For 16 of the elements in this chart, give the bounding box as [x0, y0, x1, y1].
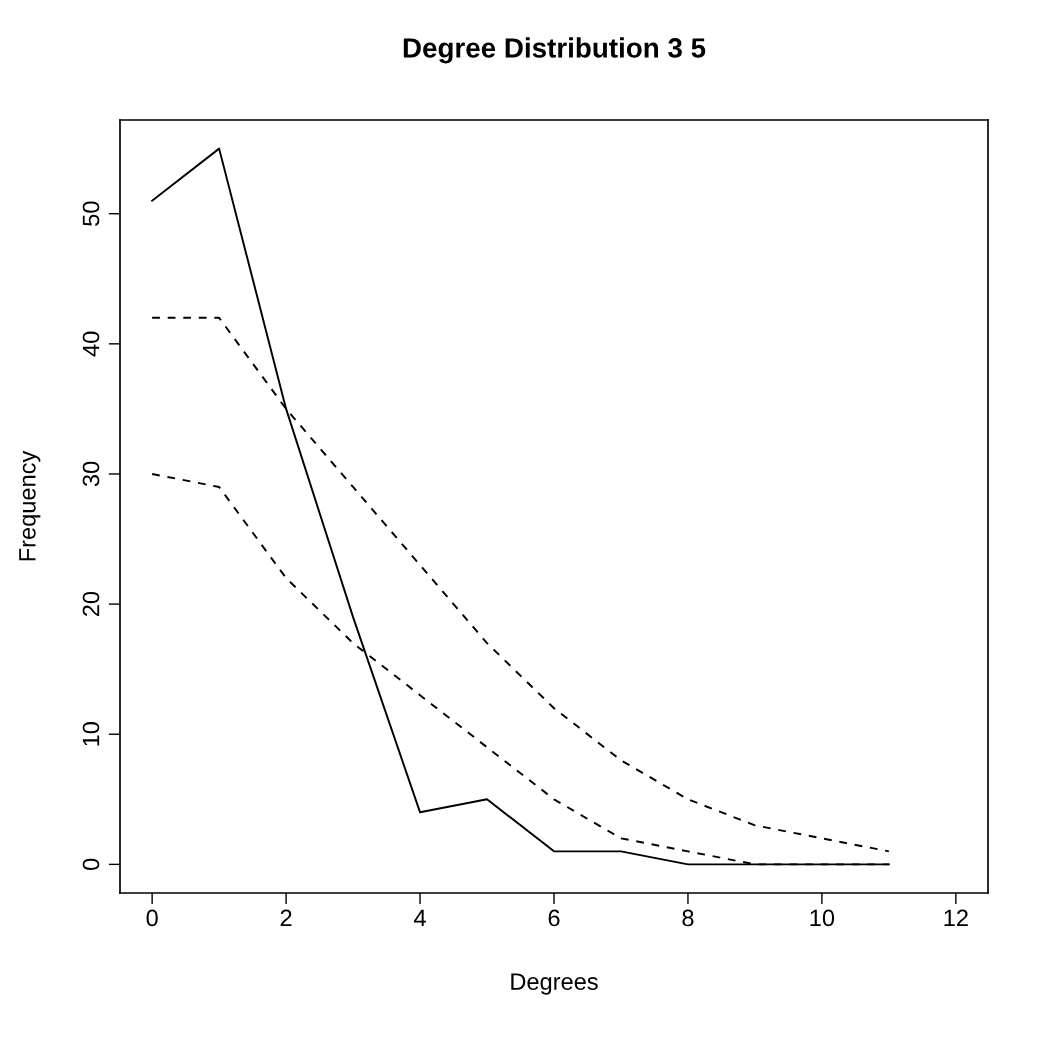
y-tick-label: 30: [82, 461, 100, 487]
y-axis-title: Frequency: [19, 450, 41, 561]
x-tick-label: 2: [280, 909, 292, 927]
y-tick-label: 20: [82, 591, 100, 617]
y-tick-label: 40: [82, 331, 100, 357]
chart-title: Degree Distribution 3 5: [403, 37, 706, 64]
x-tick-label: 0: [146, 909, 158, 927]
y-tick-label: 50: [82, 201, 100, 226]
x-tick-label: 6: [548, 909, 560, 927]
y-tick-label: 0: [82, 858, 100, 871]
x-tick-label: 10: [810, 909, 835, 927]
y-tick-label: 10: [82, 722, 100, 746]
x-axis-title: Degrees: [511, 973, 598, 995]
x-tick-label: 4: [414, 909, 426, 927]
x-tick-label: 8: [682, 909, 694, 927]
x-tick-label: 12: [944, 909, 968, 927]
